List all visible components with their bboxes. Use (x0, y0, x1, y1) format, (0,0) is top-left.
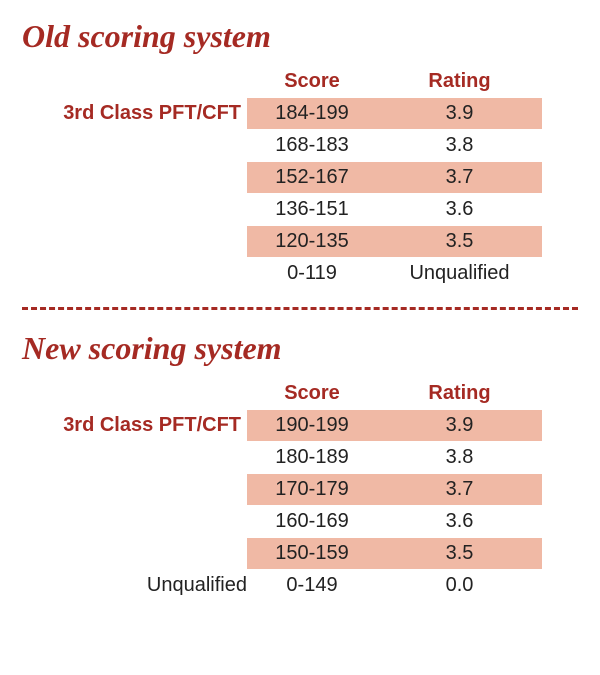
table-row: 3rd Class PFT/CFT 190-199 3.9 (22, 409, 578, 441)
table-row: 120-135 3.5 (22, 225, 578, 257)
rating-cell: 3.5 (377, 226, 542, 257)
rating-cell: Unqualified (377, 258, 542, 289)
table-row: 3rd Class PFT/CFT 184-199 3.9 (22, 97, 578, 129)
table-row: 152-167 3.7 (22, 161, 578, 193)
rating-cell: 3.7 (377, 162, 542, 193)
header-score: Score (247, 382, 377, 405)
row-last-label: Unqualified (22, 570, 247, 601)
scoring-table: Score Rating 3rd Class PFT/CFT 190-199 3… (22, 377, 578, 601)
table-row: 170-179 3.7 (22, 473, 578, 505)
score-cell: 168-183 (247, 130, 377, 161)
table-row: 168-183 3.8 (22, 129, 578, 161)
header-score: Score (247, 70, 377, 93)
rating-cell: 3.8 (377, 442, 542, 473)
section-title: New scoring system (22, 330, 578, 367)
score-cell: 0-119 (247, 258, 377, 289)
rating-cell: 3.9 (377, 98, 542, 129)
rating-cell: 3.5 (377, 538, 542, 569)
rating-cell: 3.8 (377, 130, 542, 161)
score-cell: 170-179 (247, 474, 377, 505)
header-rating: Rating (377, 382, 542, 405)
scoring-table: Score Rating 3rd Class PFT/CFT 184-199 3… (22, 65, 578, 289)
table-header-row: Score Rating (22, 377, 578, 409)
score-cell: 0-149 (247, 570, 377, 601)
score-cell: 184-199 (247, 98, 377, 129)
rating-cell: 3.7 (377, 474, 542, 505)
row-last-label (22, 269, 247, 277)
table-row: 160-169 3.6 (22, 505, 578, 537)
score-cell: 190-199 (247, 410, 377, 441)
table-row: 180-189 3.8 (22, 441, 578, 473)
score-cell: 120-135 (247, 226, 377, 257)
rating-cell: 3.9 (377, 410, 542, 441)
score-cell: 152-167 (247, 162, 377, 193)
score-cell: 160-169 (247, 506, 377, 537)
row-class-label: 3rd Class PFT/CFT (22, 414, 247, 437)
table-header-row: Score Rating (22, 65, 578, 97)
old-scoring-section: Old scoring system Score Rating 3rd Clas… (22, 18, 578, 289)
rating-cell: 0.0 (377, 570, 542, 601)
header-rating: Rating (377, 70, 542, 93)
score-cell: 150-159 (247, 538, 377, 569)
table-row: 136-151 3.6 (22, 193, 578, 225)
row-class-label: 3rd Class PFT/CFT (22, 102, 247, 125)
table-row: 0-119 Unqualified (22, 257, 578, 289)
section-title: Old scoring system (22, 18, 578, 55)
new-scoring-section: New scoring system Score Rating 3rd Clas… (22, 330, 578, 601)
table-row: 150-159 3.5 (22, 537, 578, 569)
score-cell: 136-151 (247, 194, 377, 225)
table-row: Unqualified 0-149 0.0 (22, 569, 578, 601)
section-divider (22, 307, 578, 310)
rating-cell: 3.6 (377, 506, 542, 537)
rating-cell: 3.6 (377, 194, 542, 225)
score-cell: 180-189 (247, 442, 377, 473)
